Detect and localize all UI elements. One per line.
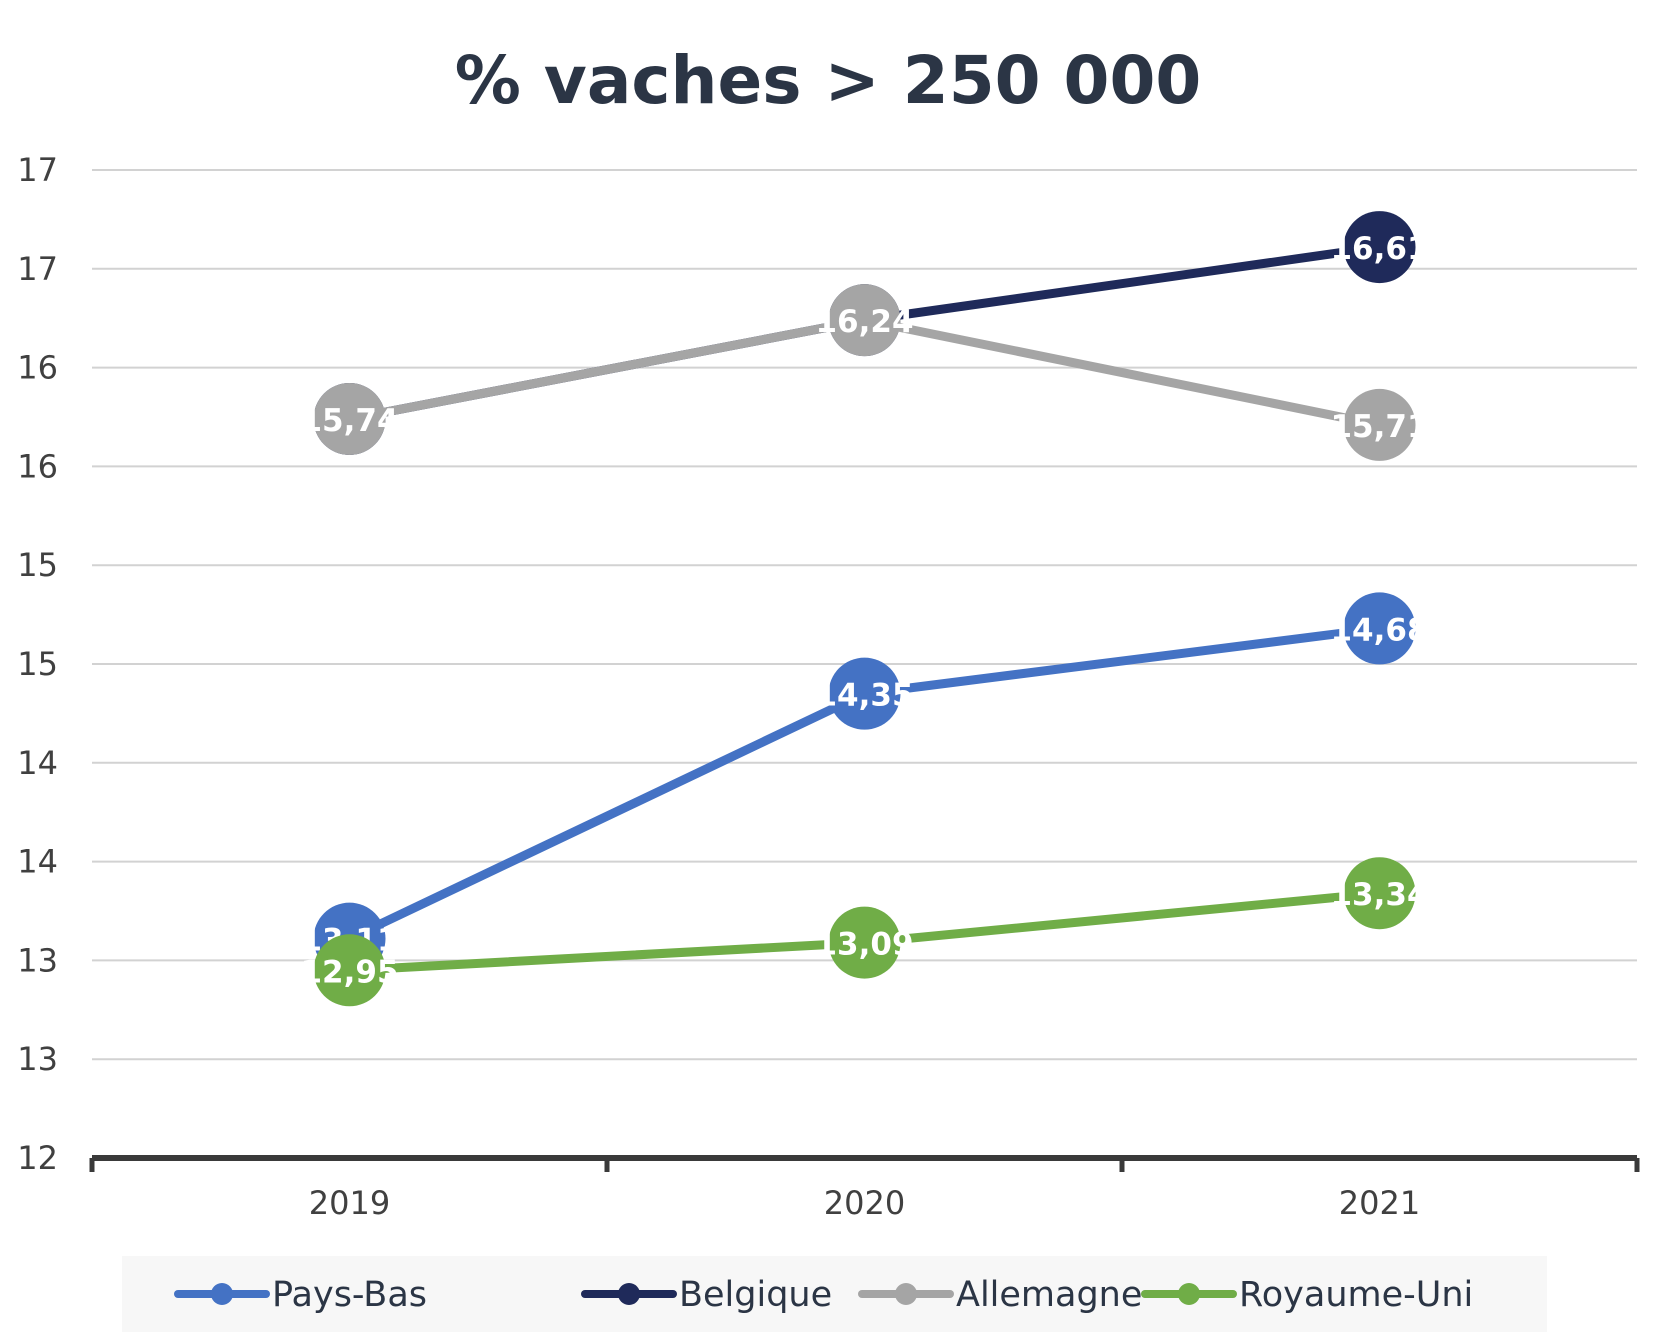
data-point — [1343, 592, 1416, 665]
data-label: 13,09 — [815, 927, 913, 963]
data-point — [1343, 388, 1416, 461]
y-tick-label: 17 — [17, 151, 58, 189]
legend-marker-icon — [211, 1283, 233, 1305]
data-point — [828, 906, 901, 979]
data-label: 13,34 — [1330, 877, 1428, 913]
series-layer: 13,1114,3514,6816,6115,7416,2415,7112,95… — [300, 211, 1429, 1007]
data-label: 12,95 — [300, 954, 398, 990]
series-royaume-uni: 12,95 13,09 13,34 — [300, 857, 1429, 1007]
y-tick-label: 13 — [17, 941, 58, 979]
chart-title: % vaches > 250 000 — [455, 42, 1202, 119]
legend-item: Allemagne — [858, 1275, 1142, 1315]
y-tick-label: 15 — [17, 546, 58, 584]
series-allemagne: 15,74 16,24 15,71 — [300, 284, 1429, 461]
data-point — [313, 382, 386, 455]
data-label: 16,61 — [1330, 231, 1428, 267]
y-tick-label: 14 — [17, 843, 58, 881]
data-point — [1343, 211, 1416, 284]
legend-label: Royaume-Uni — [1239, 1275, 1473, 1315]
legend-item: Royaume-Uni — [1141, 1275, 1473, 1315]
x-tick-label: 2021 — [1339, 1184, 1420, 1222]
legend-background — [122, 1256, 1547, 1332]
y-axis-ticks: 17 17 16 16 15 15 14 14 13 13 12 — [17, 151, 58, 1177]
data-label: 15,74 — [300, 403, 398, 439]
legend-label: Pays-Bas — [272, 1275, 427, 1315]
x-axis: 2019 2020 2021 — [89, 1155, 1640, 1222]
legend-label: Allemagne — [956, 1275, 1142, 1315]
y-tick-label: 16 — [17, 447, 58, 485]
data-point — [1343, 857, 1416, 930]
y-tick-label: 15 — [17, 645, 58, 683]
data-label: 14,68 — [1330, 612, 1428, 648]
y-tick-label: 14 — [17, 744, 58, 782]
legend-marker-icon — [1178, 1283, 1200, 1305]
legend-marker-icon — [618, 1283, 640, 1305]
data-label: 15,71 — [1330, 409, 1428, 445]
data-point — [313, 934, 386, 1007]
x-tick-label: 2020 — [824, 1184, 905, 1222]
legend-marker-icon — [895, 1283, 917, 1305]
data-point — [828, 657, 901, 730]
data-label: 16,24 — [815, 304, 913, 340]
y-tick-label: 13 — [17, 1040, 58, 1078]
y-tick-label: 16 — [17, 349, 58, 387]
x-tick-label: 2019 — [309, 1184, 390, 1222]
legend-item: Belgique — [581, 1275, 832, 1315]
legend: Pays-Bas Belgique Allemagne Royaume-Uni — [122, 1256, 1547, 1332]
y-tick-label: 12 — [17, 1139, 58, 1177]
legend-label: Belgique — [679, 1275, 832, 1315]
y-tick-label: 17 — [17, 250, 58, 288]
legend-item: Pays-Bas — [174, 1275, 427, 1315]
data-label: 14,35 — [815, 678, 913, 714]
data-point — [828, 284, 901, 357]
